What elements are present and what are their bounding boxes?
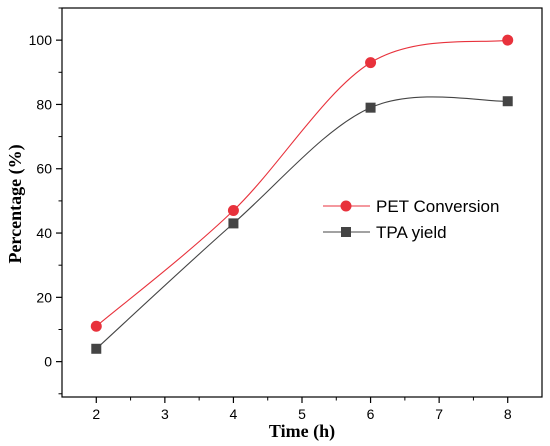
series-line xyxy=(95,39,508,327)
x-tick-label: 3 xyxy=(161,406,169,422)
series-line xyxy=(95,96,508,350)
data-point xyxy=(91,343,102,354)
data-point xyxy=(365,102,376,113)
y-tick-label: 60 xyxy=(36,161,52,177)
y-tick-label: 40 xyxy=(36,225,52,241)
x-axis-title: Time (h) xyxy=(269,421,335,442)
y-axis-ticks: 0 20 40 60 80 100 xyxy=(29,7,62,395)
data-point xyxy=(227,205,239,217)
series-layer xyxy=(90,34,514,354)
x-tick-label: 5 xyxy=(298,406,306,422)
y-axis-title: Percentage (%) xyxy=(5,144,26,263)
x-tick-label: 8 xyxy=(504,406,512,422)
legend-marker xyxy=(340,200,352,212)
x-tick-label: 7 xyxy=(435,406,443,422)
y-tick-label: 80 xyxy=(36,96,52,112)
x-tick-label: 6 xyxy=(367,406,375,422)
y-tick-label: 20 xyxy=(36,289,52,305)
data-point xyxy=(502,34,514,46)
y-tick-label: 100 xyxy=(29,32,53,48)
legend-label: PET Conversion xyxy=(376,197,499,216)
data-point xyxy=(90,320,102,332)
legend-label: TPA yield xyxy=(376,223,447,242)
x-tick-label: 4 xyxy=(230,406,238,422)
legend-marker xyxy=(341,227,351,237)
data-point xyxy=(228,218,239,229)
x-tick-label: 2 xyxy=(92,406,100,422)
x-axis-ticks: 2 3 4 5 6 7 8 xyxy=(92,397,512,422)
data-point xyxy=(502,96,513,107)
y-tick-label: 0 xyxy=(44,354,52,370)
legend: PET Conversion TPA yield xyxy=(323,197,499,242)
data-point xyxy=(365,57,377,69)
